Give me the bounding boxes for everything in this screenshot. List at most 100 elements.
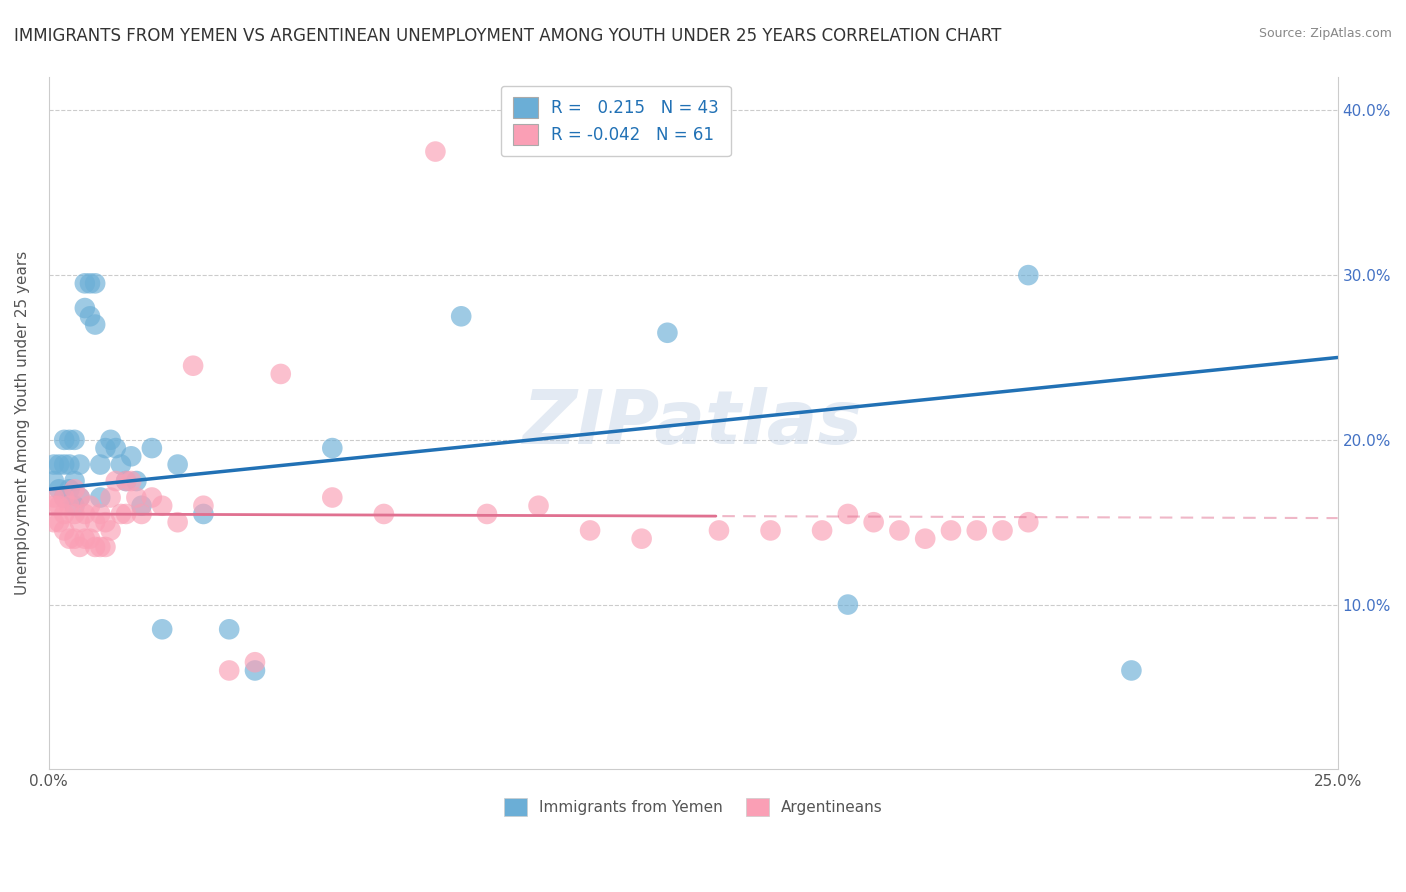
Point	[243, 664, 266, 678]
Point	[48, 499, 70, 513]
Point	[94, 540, 117, 554]
Point	[450, 310, 472, 324]
Point	[110, 507, 132, 521]
Point	[270, 367, 292, 381]
Point	[69, 491, 91, 505]
Point	[104, 441, 127, 455]
Point	[89, 507, 111, 521]
Point	[63, 433, 86, 447]
Point	[218, 622, 240, 636]
Point	[42, 491, 65, 505]
Point	[425, 145, 447, 159]
Point	[125, 491, 148, 505]
Point	[53, 507, 76, 521]
Point	[811, 524, 834, 538]
Point	[939, 524, 962, 538]
Point	[73, 277, 96, 291]
Point	[89, 540, 111, 554]
Point	[100, 524, 122, 538]
Point	[527, 499, 550, 513]
Point	[58, 433, 80, 447]
Point	[125, 474, 148, 488]
Y-axis label: Unemployment Among Youth under 25 years: Unemployment Among Youth under 25 years	[15, 252, 30, 596]
Point	[218, 664, 240, 678]
Text: IMMIGRANTS FROM YEMEN VS ARGENTINEAN UNEMPLOYMENT AMONG YOUTH UNDER 25 YEARS COR: IMMIGRANTS FROM YEMEN VS ARGENTINEAN UNE…	[14, 27, 1001, 45]
Point	[63, 483, 86, 497]
Point	[69, 458, 91, 472]
Text: Source: ZipAtlas.com: Source: ZipAtlas.com	[1258, 27, 1392, 40]
Text: ZIPatlas: ZIPatlas	[523, 387, 863, 460]
Point	[141, 441, 163, 455]
Point	[73, 532, 96, 546]
Point	[94, 441, 117, 455]
Point	[475, 507, 498, 521]
Point	[48, 458, 70, 472]
Point	[63, 532, 86, 546]
Point	[58, 499, 80, 513]
Point	[150, 499, 173, 513]
Point	[42, 458, 65, 472]
Point	[48, 515, 70, 529]
Point	[69, 515, 91, 529]
Point	[79, 532, 101, 546]
Point	[889, 524, 911, 538]
Point	[115, 474, 138, 488]
Point	[100, 491, 122, 505]
Point	[100, 433, 122, 447]
Point	[84, 318, 107, 332]
Point	[53, 491, 76, 505]
Point	[373, 507, 395, 521]
Point	[707, 524, 730, 538]
Point	[48, 483, 70, 497]
Point	[53, 524, 76, 538]
Point	[58, 483, 80, 497]
Point	[69, 491, 91, 505]
Point	[1017, 268, 1039, 282]
Point	[79, 499, 101, 513]
Point	[1121, 664, 1143, 678]
Point	[120, 450, 142, 464]
Point	[166, 515, 188, 529]
Point	[1017, 515, 1039, 529]
Point	[63, 507, 86, 521]
Point	[120, 474, 142, 488]
Point	[53, 458, 76, 472]
Point	[141, 491, 163, 505]
Point	[42, 499, 65, 513]
Point	[73, 507, 96, 521]
Point	[84, 277, 107, 291]
Point	[150, 622, 173, 636]
Point	[115, 474, 138, 488]
Point	[914, 532, 936, 546]
Point	[94, 515, 117, 529]
Point	[243, 655, 266, 669]
Point	[131, 499, 153, 513]
Point	[321, 441, 343, 455]
Point	[837, 598, 859, 612]
Point	[131, 507, 153, 521]
Point	[862, 515, 884, 529]
Point	[657, 326, 679, 340]
Point	[84, 540, 107, 554]
Point	[193, 507, 215, 521]
Point	[53, 433, 76, 447]
Point	[837, 507, 859, 521]
Point	[181, 359, 204, 373]
Point	[991, 524, 1014, 538]
Point	[104, 474, 127, 488]
Point	[58, 532, 80, 546]
Point	[630, 532, 652, 546]
Point	[115, 507, 138, 521]
Point	[42, 474, 65, 488]
Point	[69, 540, 91, 554]
Point	[63, 474, 86, 488]
Point	[193, 499, 215, 513]
Point	[63, 499, 86, 513]
Point	[89, 491, 111, 505]
Point	[53, 491, 76, 505]
Point	[58, 458, 80, 472]
Point	[579, 524, 602, 538]
Point	[79, 310, 101, 324]
Point	[84, 515, 107, 529]
Point	[966, 524, 988, 538]
